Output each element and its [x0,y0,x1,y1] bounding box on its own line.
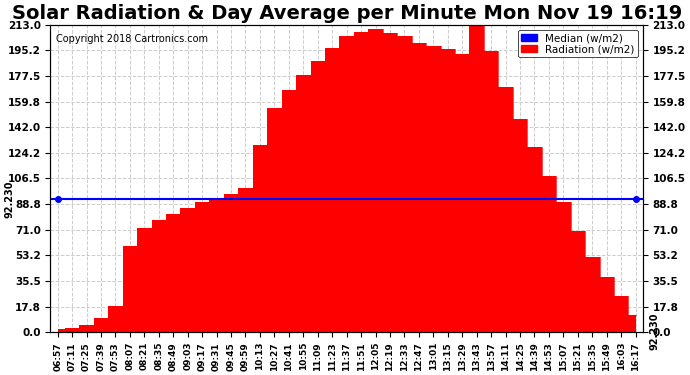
Text: 92.230: 92.230 [5,180,15,218]
Title: Solar Radiation & Day Average per Minute Mon Nov 19 16:19: Solar Radiation & Day Average per Minute… [12,4,682,23]
Text: Copyright 2018 Cartronics.com: Copyright 2018 Cartronics.com [57,34,208,44]
Legend: Median (w/m2), Radiation (w/m2): Median (w/m2), Radiation (w/m2) [518,30,638,57]
Text: 92.230: 92.230 [650,313,660,350]
